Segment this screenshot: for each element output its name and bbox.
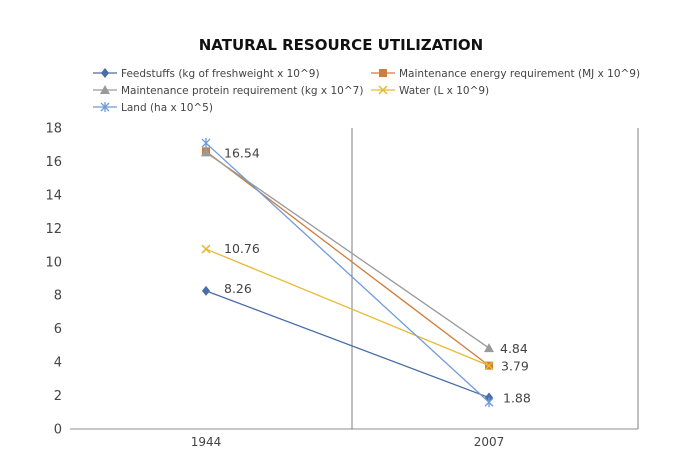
data-point [202, 285, 210, 296]
y-tick-label: 14 [45, 188, 62, 203]
y-tick-label: 16 [45, 155, 62, 170]
legend: Feedstuffs (kg of freshweight x 10^9) Mai… [93, 68, 640, 114]
legend-entry: Maintenance protein requirement (kg x 10… [93, 85, 363, 97]
y-tick-label: 8 [54, 289, 62, 304]
legend-entry: Water (L x 10^9) [371, 85, 489, 97]
legend-marker [101, 68, 109, 78]
series-line [205, 290, 490, 399]
data-point [484, 343, 494, 353]
data-label: 8.26 [224, 281, 252, 296]
legend-label: Land (ha x 10^5) [121, 102, 213, 114]
legend-marker [379, 69, 387, 77]
series-line [205, 248, 490, 367]
axes: 0 2 4 6 8 10 12 14 16 18 1944 2007 [45, 122, 639, 449]
data-label: 16.54 [224, 145, 260, 160]
y-tick-label: 6 [54, 322, 62, 337]
x-tick-label: 1944 [191, 435, 222, 449]
data-point [201, 138, 211, 149]
series-4 [201, 138, 494, 408]
legend-label: Maintenance energy requirement (MJ x 10^… [399, 68, 640, 80]
y-tick-label: 18 [45, 122, 62, 137]
legend-entry: Feedstuffs (kg of freshweight x 10^9) [93, 68, 320, 80]
data-point [484, 361, 494, 371]
series-line [205, 151, 490, 349]
y-tick-label: 2 [54, 389, 62, 404]
data-label: 1.88 [503, 391, 531, 406]
data-point [484, 397, 494, 408]
legend-entry: Land (ha x 10^5) [93, 102, 213, 114]
data-point [201, 244, 211, 254]
y-tick-label: 10 [45, 255, 62, 270]
x-tick-label: 2007 [474, 435, 505, 449]
y-tick-label: 12 [45, 222, 62, 237]
legend-label: Feedstuffs (kg of freshweight x 10^9) [121, 68, 320, 80]
chart-title: NATURAL RESOURCE UTILIZATION [199, 36, 483, 54]
legend-marker [100, 85, 110, 94]
data-point [201, 147, 211, 157]
series-2: 16.54 4.84 [201, 145, 528, 356]
legend-entry: Maintenance energy requirement (MJ x 10^… [371, 68, 640, 80]
data-label: 10.76 [224, 241, 260, 256]
series-1: 3.79 [202, 147, 529, 374]
data-label: 4.84 [500, 341, 528, 356]
series-3: 10.76 [201, 241, 494, 371]
series-line [205, 142, 490, 403]
y-tick-label: 0 [54, 423, 62, 438]
series-line [205, 150, 490, 367]
data-label: 3.79 [501, 359, 529, 374]
legend-label: Maintenance protein requirement (kg x 10… [121, 85, 363, 97]
series-0: 8.26 1.88 [202, 281, 531, 406]
legend-marker [378, 85, 388, 95]
y-tick-label: 4 [54, 356, 62, 371]
legend-label: Water (L x 10^9) [399, 85, 489, 97]
series-group: 8.26 1.88 3.79 16.54 4.84 10.76 [201, 138, 531, 408]
legend-marker [100, 102, 110, 112]
